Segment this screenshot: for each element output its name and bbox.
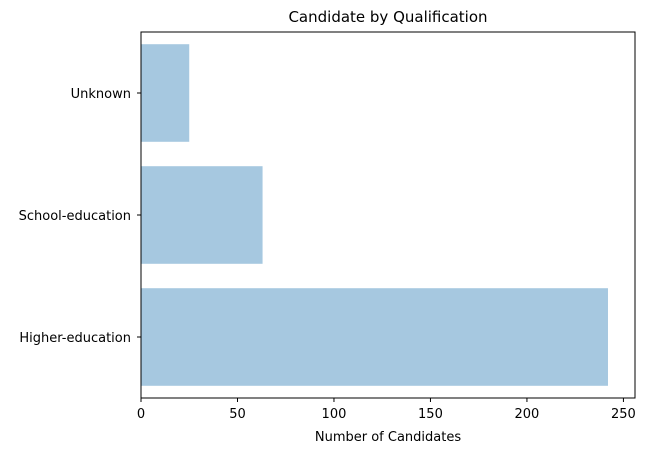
x-tick-label: 150 <box>418 407 443 422</box>
y-tick-label: Unknown <box>71 87 131 102</box>
y-tick-label: School-education <box>19 209 131 224</box>
x-tick-label: 200 <box>515 407 540 422</box>
y-tick-label: Higher-education <box>19 331 131 346</box>
x-axis: 0 50 100 150 200 250 <box>137 398 636 422</box>
bar-higher-education <box>141 288 608 386</box>
x-tick-label: 50 <box>229 407 246 422</box>
x-axis-label: Number of Candidates <box>315 430 461 445</box>
bars-group <box>141 44 608 386</box>
y-axis: Higher-education School-education Unknown <box>19 87 141 346</box>
bar-school-education <box>141 166 263 264</box>
x-tick-label: 0 <box>137 407 145 422</box>
x-tick-label: 250 <box>611 407 636 422</box>
bar-unknown <box>141 44 190 142</box>
x-tick-label: 100 <box>322 407 347 422</box>
chart-title: Candidate by Qualification <box>288 8 487 26</box>
